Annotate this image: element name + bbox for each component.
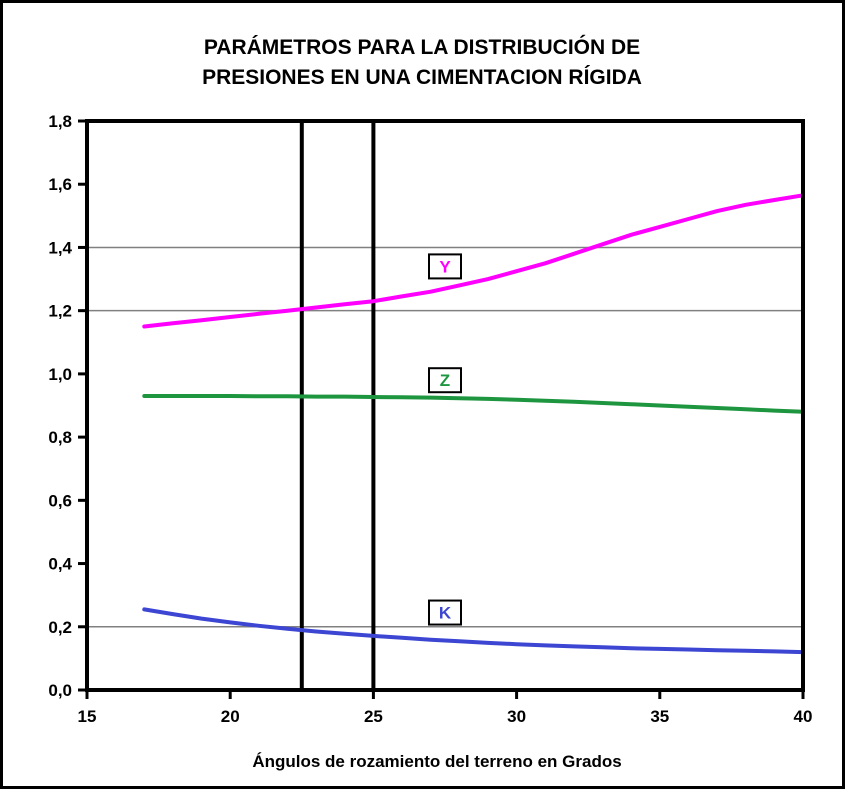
series-line-z — [142, 394, 805, 414]
y-tick-label-4: 0,8 — [48, 428, 72, 447]
x-tick-label-5: 40 — [794, 707, 813, 726]
y-tick-label-2: 0,4 — [48, 555, 72, 574]
series-labels: Y Z K — [428, 253, 462, 626]
series-line-k — [142, 607, 805, 655]
series-label-z: Z — [428, 367, 462, 394]
series-label-text-y: Y — [439, 257, 451, 276]
series-label-text-k: K — [439, 604, 452, 623]
y-tick-label-5: 1,0 — [48, 365, 72, 384]
series-label-y: Y — [428, 253, 462, 280]
y-tick-label-1: 0,2 — [48, 618, 72, 637]
series-label-box-z — [428, 367, 462, 394]
series-label-box-k — [428, 599, 462, 626]
series-label-k: K — [428, 599, 462, 626]
reference-lines — [299, 121, 376, 690]
series-line-y — [142, 193, 805, 329]
x-axis-label: Ángulos de rozamiento del terreno en Gra… — [252, 752, 621, 771]
series-label-box-y — [428, 253, 462, 280]
x-tick-label-3: 30 — [507, 707, 526, 726]
axes: 0,0 0,2 0,4 0,6 0,8 1,0 1,2 1,4 1,6 1,8 15 20 25 30 35… — [48, 112, 812, 726]
series-label-text-z: Z — [440, 371, 450, 390]
series-layer — [142, 193, 805, 655]
x-tick-label-2: 25 — [364, 707, 383, 726]
y-tick-label-7: 1,4 — [48, 238, 72, 257]
gridlines — [87, 246, 803, 628]
y-tick-label-6: 1,2 — [48, 302, 72, 321]
y-tick-label-0: 0,0 — [48, 681, 72, 700]
chart-title-line-1: PARÁMETROS PARA LA DISTRIBUCIÓN DE — [204, 35, 640, 59]
chart-title: PARÁMETROS PARA LA DISTRIBUCIÓN DE PRESI… — [202, 35, 642, 89]
chart-title-line-2: PRESIONES EN UNA CIMENTACION RÍGIDA — [202, 66, 642, 89]
x-tick-label-1: 20 — [221, 707, 240, 726]
plot-frame — [85, 119, 805, 692]
x-tick-label-0: 15 — [78, 707, 97, 726]
x-tick-label-4: 35 — [650, 707, 669, 726]
y-tick-label-3: 0,6 — [48, 491, 72, 510]
y-tick-label-9: 1,8 — [48, 112, 72, 131]
y-tick-label-8: 1,6 — [48, 175, 72, 194]
